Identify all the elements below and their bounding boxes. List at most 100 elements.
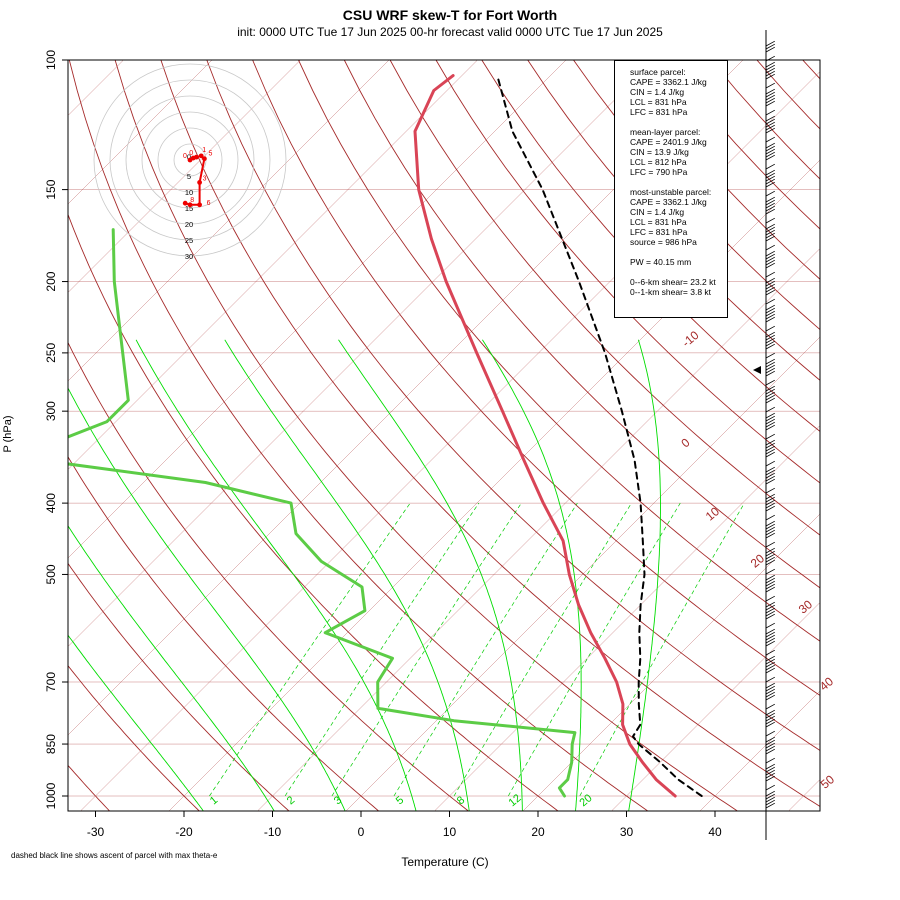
- dry-adiabat: [68, 665, 200, 811]
- wind-barb: [765, 688, 775, 701]
- surface-cape: CAPE = 3362.1 J/kg: [630, 77, 707, 87]
- wind-barb: [765, 331, 775, 341]
- wind-barb: [765, 61, 775, 71]
- isotherm-lines: [68, 44, 900, 812]
- hodograph-point: [187, 202, 193, 208]
- wind-barb: [765, 358, 775, 368]
- dry-adiabat: [68, 213, 559, 811]
- mu-source: source = 986 hPa: [630, 237, 697, 247]
- wind-barb: [765, 298, 775, 305]
- hodograph-ring-label: 30: [185, 252, 193, 261]
- dry-adiabat: [481, 60, 820, 433]
- chart-title: CSU WRF skew-T for Fort Worth: [342, 7, 558, 23]
- wind-barb: [765, 568, 775, 575]
- y-tick-label: 700: [44, 672, 58, 692]
- mixing-ratio-line: [507, 502, 681, 797]
- x-tick-label: 20: [531, 825, 545, 839]
- x-tick-label: -30: [87, 825, 105, 839]
- mixing-ratio-line: [331, 502, 522, 797]
- wind-barb: [765, 601, 775, 611]
- isotherm-label: 20: [748, 551, 767, 571]
- wind-barb: [765, 229, 775, 242]
- isotherm-line: [611, 602, 820, 811]
- isotherm-line: [68, 60, 478, 470]
- wind-barb: [765, 385, 775, 395]
- hodograph-ring-label: 5: [187, 172, 191, 181]
- wind-barb: [765, 796, 775, 809]
- dry-adiabat: [710, 60, 820, 180]
- hodograph-point: [197, 180, 203, 185]
- dry-adiabat: [527, 60, 820, 381]
- wind-barb: [765, 439, 775, 449]
- wind-barb: [765, 445, 775, 458]
- surface-cin: CIN = 1.4 J/kg: [630, 87, 685, 97]
- hodograph-ring-label: 20: [185, 220, 193, 229]
- wind-barb: [765, 634, 775, 647]
- mixing-ratio-line: [453, 502, 632, 797]
- mu-parcel-header: most-unstable parcel:: [630, 187, 712, 197]
- plot-border: [67, 59, 821, 812]
- wind-barb: [765, 277, 775, 287]
- x-tick-label: 0: [358, 825, 365, 839]
- moist-adiabat: [224, 339, 470, 811]
- wind-barb: [765, 682, 775, 692]
- wind-barb: [765, 466, 775, 476]
- isotherm-line: [345, 336, 820, 811]
- wind-barb: [765, 250, 775, 260]
- y-tick-label: 200: [44, 271, 58, 291]
- mu-lcl: LCL = 831 hPa: [630, 217, 687, 227]
- wind-barb: [765, 148, 775, 161]
- wind-barb: [765, 622, 775, 629]
- wind-barb: [765, 628, 775, 638]
- wind-barb: [765, 352, 775, 359]
- wind-barb: [765, 337, 775, 350]
- isotherm-line: [68, 60, 655, 647]
- hodograph-point-label: 5: [208, 151, 212, 158]
- dry-adiabat: [343, 60, 820, 589]
- wind-barb: [765, 526, 775, 539]
- isotherm-line: [68, 60, 567, 559]
- isotherm-line: [68, 60, 301, 293]
- hodograph-ring: [93, 63, 287, 257]
- hodograph-point-label: 0: [183, 153, 187, 160]
- hodograph-point: [197, 202, 203, 208]
- x-tick-label: 10: [443, 825, 457, 839]
- ml-parcel-header: mean-layer parcel:: [630, 127, 701, 137]
- moist-adiabat: [68, 525, 275, 811]
- wind-barb: [765, 433, 775, 440]
- wind-barb: [765, 499, 775, 512]
- isotherm-line: [257, 248, 820, 811]
- dry-adiabat: [68, 456, 380, 811]
- wind-barb: [765, 256, 775, 269]
- wind-barb: [765, 730, 775, 737]
- temperature-line: [413, 74, 677, 798]
- x-tick-label: -10: [264, 825, 282, 839]
- wind-barb: [765, 121, 775, 134]
- wind-barb: [765, 715, 775, 728]
- wind-barb: [765, 703, 775, 710]
- hodograph-point-label: 1: [202, 147, 206, 154]
- wind-barb: [765, 310, 775, 323]
- wind-barb: [765, 40, 775, 53]
- isotherm-line: [876, 44, 900, 812]
- wind-barb: [765, 406, 775, 413]
- hodograph-ring-label: 10: [185, 188, 193, 197]
- hodograph-point-label: 0: [189, 150, 193, 157]
- isotherm-line: [168, 159, 820, 811]
- moist-adiabat: [482, 339, 582, 811]
- hodograph-point: [202, 156, 207, 162]
- wind-barb: [765, 223, 775, 233]
- wind-barb: [765, 676, 775, 683]
- wind-barb: [765, 655, 775, 665]
- x-tick-label: -20: [175, 825, 193, 839]
- x-tick-label: 30: [620, 825, 634, 839]
- wind-barb: [765, 391, 775, 404]
- wind-barb: [765, 304, 775, 314]
- isotherm-line: [68, 60, 124, 116]
- hodograph-point-label: 6: [207, 200, 211, 207]
- wind-barb: [765, 784, 775, 791]
- wind-barb: [765, 661, 775, 674]
- isotherm-line: [522, 513, 820, 811]
- wind-barb: [765, 574, 775, 584]
